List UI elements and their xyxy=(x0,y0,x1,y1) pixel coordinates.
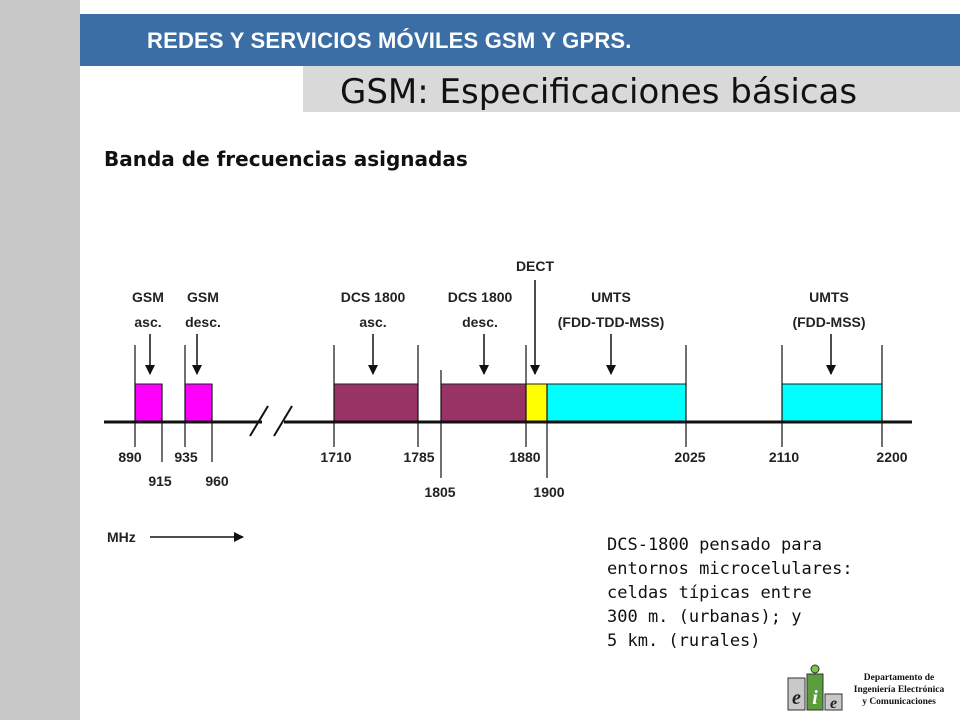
department-line: Ingeniería Electrónica xyxy=(853,685,945,695)
tick-label: 1805 xyxy=(424,484,455,500)
section-heading: Banda de frecuencias asignadas xyxy=(104,147,468,171)
title-background xyxy=(303,66,960,112)
band-label: DCS 1800 xyxy=(448,289,513,305)
tick-label: 1785 xyxy=(403,449,434,465)
band-dcs-asc xyxy=(333,383,419,423)
note-line: DCS-1800 pensado para xyxy=(607,535,822,555)
banner-title: REDES Y SERVICIOS MÓVILES GSM Y GPRS. xyxy=(147,28,632,53)
left-sidebar-strip xyxy=(0,0,80,720)
band-label: DCS 1800 xyxy=(341,289,406,305)
tick-label: 1900 xyxy=(533,484,564,500)
tick-label: 915 xyxy=(148,473,172,489)
band-label: desc. xyxy=(185,314,221,330)
band-umts-fdd-mss xyxy=(781,383,883,423)
tick-label: 2110 xyxy=(769,449,800,465)
top-banner xyxy=(80,14,960,66)
tick-label: 2200 xyxy=(876,449,907,465)
axis-break-mark xyxy=(249,405,269,437)
svg-text:e: e xyxy=(792,687,801,709)
department-name: Departamento de Ingeniería Electrónica y… xyxy=(844,672,954,708)
band-label: UMTS xyxy=(591,289,631,305)
band-gsm-desc xyxy=(184,383,213,423)
band-label: asc. xyxy=(359,314,386,330)
slide-title: GSM: Especificaciones básicas xyxy=(340,72,858,112)
band-label: UMTS xyxy=(809,289,849,305)
department-logo: e i e xyxy=(787,664,843,712)
band-label: GSM xyxy=(187,289,219,305)
band-label: desc. xyxy=(462,314,498,330)
band-gsm-asc xyxy=(134,383,163,423)
band-label: asc. xyxy=(134,314,161,330)
note-line: 5 km. (rurales) xyxy=(607,631,761,651)
band-label: DECT xyxy=(516,258,555,274)
band-dect xyxy=(525,383,548,423)
note-line: celdas típicas entre xyxy=(607,583,812,603)
note-line: 300 m. (urbanas); y xyxy=(607,607,802,627)
unit-label: MHz xyxy=(107,529,136,545)
tick-label: 960 xyxy=(205,473,229,489)
band-label: (FDD-TDD-MSS) xyxy=(558,314,665,330)
department-line: Departamento de xyxy=(863,673,935,683)
svg-text:i: i xyxy=(812,687,818,709)
note-text: DCS-1800 pensado para entornos microcelu… xyxy=(607,533,853,653)
department-line: y Comunicaciones xyxy=(862,697,936,707)
band-label: GSM xyxy=(132,289,164,305)
tick-label: 2025 xyxy=(674,449,705,465)
band-label: (FDD-MSS) xyxy=(792,314,865,330)
axis-break-mark xyxy=(273,405,293,437)
band-dcs-desc xyxy=(440,383,527,423)
tick-label: 935 xyxy=(174,449,198,465)
tick-label: 1880 xyxy=(509,449,540,465)
svg-text:e: e xyxy=(830,695,837,712)
tick-label: 890 xyxy=(118,449,142,465)
band-umts-fdd-tdd-mss xyxy=(546,383,687,423)
note-line: entornos microcelulares: xyxy=(607,559,853,579)
tick-label: 1710 xyxy=(320,449,351,465)
